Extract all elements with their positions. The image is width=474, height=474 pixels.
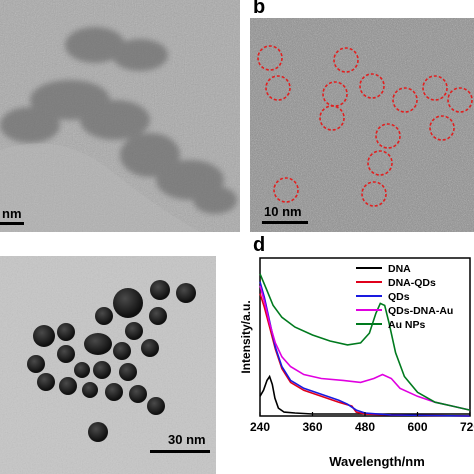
tem-texture-b: [250, 18, 474, 232]
gold-nanoparticle: [125, 322, 143, 340]
x-tick-label: 720: [460, 420, 474, 434]
scale-bar-a: [0, 222, 24, 225]
series-line-dna-qds: [259, 293, 471, 417]
panel-letter-d: d: [253, 234, 266, 256]
gold-nanoparticle: [93, 361, 111, 379]
gold-nanoparticle: [33, 325, 55, 347]
gold-nanoparticle: [129, 385, 147, 403]
legend-label: Au NPs: [388, 319, 426, 331]
gold-nanoparticle: [88, 422, 108, 442]
gold-nanoparticle: [176, 283, 196, 303]
scale-bar-label-a: nm: [2, 206, 22, 221]
gold-nanoparticle: [27, 355, 45, 373]
scale-bar-b: [262, 221, 308, 224]
x-tick-label: 480: [355, 420, 375, 434]
scale-bar-label-b: 10 nm: [264, 204, 302, 219]
gold-nanoparticle: [149, 307, 167, 325]
panel-b-hrtem-image: 10 nm: [250, 18, 474, 232]
scale-bar-c: [150, 450, 210, 453]
nanoparticle-highlight-circle: [265, 75, 291, 101]
series-line-au-nps: [259, 273, 471, 411]
nanoparticle-highlight-circle: [447, 87, 473, 113]
gold-nanoparticle: [141, 339, 159, 357]
series-line-qds: [259, 281, 471, 417]
nanoparticle-highlight-circle: [429, 115, 455, 141]
nanoparticle-highlight-circle: [333, 47, 359, 73]
gold-nanoparticle: [57, 323, 75, 341]
scale-bar-label-c: 30 nm: [168, 432, 206, 447]
gold-nanoparticle: [74, 362, 90, 378]
gold-nanoparticle: [147, 397, 165, 415]
y-axis-label: Intensity/a.u.: [239, 300, 253, 373]
nanoparticle-highlight-circle: [361, 181, 387, 207]
nanoparticle-highlight-circle: [422, 75, 448, 101]
tem-texture-c: [0, 256, 216, 474]
tem-texture-a: [0, 0, 240, 232]
panel-a-tem-image: nm: [0, 0, 240, 232]
nanoparticle-highlight-circle: [359, 73, 385, 99]
gold-nanoparticle: [57, 345, 75, 363]
legend-label: QDs: [388, 291, 410, 303]
series-line-qds-dna-au: [259, 285, 471, 411]
nanoparticle-highlight-circle: [319, 105, 345, 131]
nanoparticle-highlight-circle: [273, 177, 299, 203]
nanoparticle-highlight-circle: [322, 81, 348, 107]
gold-nanoparticle: [84, 333, 112, 355]
legend-label: DNA-QDs: [388, 277, 436, 289]
panel-d-spectra-chart: 240 360 480 600 720 Wavelength/nm Intensity/a.…: [226, 250, 474, 474]
gold-nanoparticle: [105, 383, 123, 401]
nanoparticle-highlight-circle: [392, 87, 418, 113]
gold-nanoparticle: [150, 280, 170, 300]
spectra-chart-svg: 240 360 480 600 720 Wavelength/nm Intensity/a.…: [239, 257, 474, 469]
legend-label: DNA: [388, 263, 411, 275]
x-tick-label: 360: [302, 420, 322, 434]
x-tick-label: 600: [407, 420, 427, 434]
nanoparticle-highlight-circle: [257, 45, 283, 71]
gold-nanoparticle: [95, 307, 113, 325]
gold-nanoparticle: [119, 363, 137, 381]
panel-c-tem-image: 30 nm: [0, 256, 216, 474]
gold-nanoparticle: [37, 373, 55, 391]
panel-letter-b: b: [253, 0, 266, 18]
nanoparticle-highlight-circle: [367, 150, 393, 176]
legend-label: QDs-DNA-Au: [388, 305, 453, 317]
x-tick-label: 240: [250, 420, 270, 434]
nanoparticle-highlight-circle: [375, 123, 401, 149]
x-axis-label: Wavelength/nm: [329, 454, 425, 469]
gold-nanoparticle: [113, 342, 131, 360]
gold-nanoparticle: [82, 382, 98, 398]
gold-nanoparticle: [113, 288, 143, 318]
gold-nanoparticle: [59, 377, 77, 395]
